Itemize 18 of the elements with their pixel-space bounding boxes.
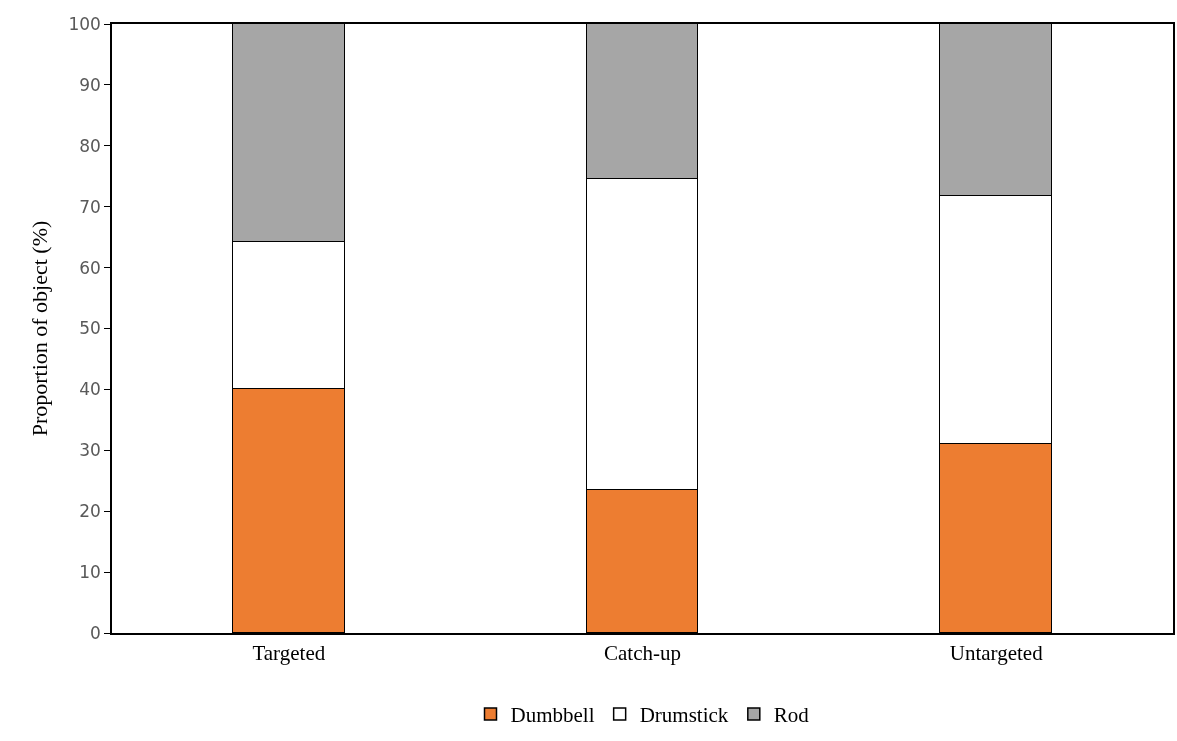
x-tick-label: Catch-up <box>604 640 681 665</box>
y-tick-label: 40 <box>79 379 101 400</box>
legend-label: Rod <box>773 703 810 728</box>
y-tick-label: 80 <box>79 135 101 156</box>
legend-label: Drumstick <box>639 703 729 728</box>
legend-label: Dumbbell <box>510 703 595 728</box>
x-tick-label: Untargeted <box>949 640 1044 665</box>
y-tick-label: 70 <box>79 196 101 217</box>
y-tick-label: 60 <box>79 257 101 278</box>
y-tick-label: 50 <box>79 318 101 339</box>
y-axis-title: Proportion of object (%) <box>26 220 52 437</box>
y-tick-label: 100 <box>68 13 101 34</box>
x-tick-label: Targeted <box>252 640 326 665</box>
y-tick-label: 0 <box>90 622 101 643</box>
y-tick-label: 90 <box>79 74 101 95</box>
y-tick-label: 20 <box>79 501 101 522</box>
y-tick-label: 10 <box>79 562 101 583</box>
y-tick-label: 30 <box>79 440 101 461</box>
